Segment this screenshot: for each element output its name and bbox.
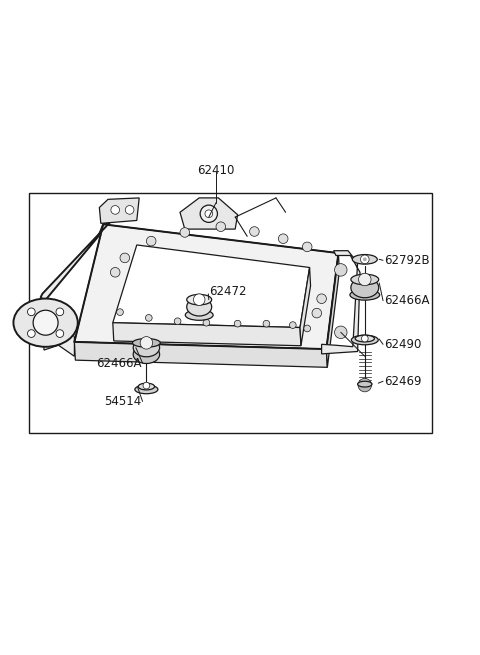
Circle shape — [111, 206, 120, 214]
Polygon shape — [74, 224, 338, 349]
Text: 62466A: 62466A — [384, 294, 430, 307]
Text: 62792B: 62792B — [384, 253, 430, 267]
Ellipse shape — [135, 385, 158, 394]
Circle shape — [234, 320, 241, 327]
Circle shape — [174, 318, 181, 325]
Circle shape — [203, 320, 210, 326]
Circle shape — [361, 335, 368, 342]
Text: 62410: 62410 — [197, 164, 235, 177]
Ellipse shape — [355, 335, 374, 342]
Circle shape — [360, 255, 369, 264]
Circle shape — [263, 320, 270, 327]
Circle shape — [200, 205, 217, 223]
Circle shape — [110, 267, 120, 277]
Polygon shape — [113, 245, 310, 328]
Text: 62469: 62469 — [384, 375, 421, 388]
Circle shape — [193, 294, 205, 305]
Polygon shape — [113, 323, 301, 346]
Circle shape — [56, 308, 64, 316]
Circle shape — [143, 383, 150, 389]
Circle shape — [335, 264, 347, 276]
Circle shape — [56, 329, 64, 337]
Circle shape — [27, 329, 35, 337]
Ellipse shape — [352, 255, 377, 264]
Circle shape — [359, 273, 371, 286]
Circle shape — [312, 309, 322, 318]
Text: 54514: 54514 — [104, 395, 142, 408]
Polygon shape — [74, 342, 327, 367]
Ellipse shape — [138, 383, 155, 390]
Ellipse shape — [13, 299, 78, 346]
Circle shape — [125, 206, 134, 214]
Ellipse shape — [133, 345, 159, 364]
Polygon shape — [41, 222, 110, 302]
Circle shape — [120, 253, 130, 263]
Circle shape — [317, 294, 326, 303]
Ellipse shape — [185, 310, 213, 320]
Polygon shape — [99, 198, 139, 223]
Circle shape — [302, 242, 312, 252]
Circle shape — [216, 222, 226, 231]
Circle shape — [140, 337, 153, 349]
Polygon shape — [322, 251, 360, 354]
Circle shape — [304, 325, 311, 332]
Ellipse shape — [351, 274, 379, 285]
Polygon shape — [300, 267, 311, 346]
Circle shape — [205, 210, 213, 217]
Text: 62472: 62472 — [209, 286, 246, 299]
Circle shape — [358, 379, 372, 392]
Ellipse shape — [358, 381, 372, 387]
Text: 62490: 62490 — [384, 338, 421, 351]
Ellipse shape — [187, 294, 212, 305]
Circle shape — [363, 257, 367, 261]
Circle shape — [289, 322, 296, 328]
Circle shape — [117, 309, 123, 316]
Circle shape — [335, 326, 347, 339]
Circle shape — [145, 314, 152, 321]
Circle shape — [27, 308, 35, 316]
Polygon shape — [42, 300, 74, 356]
Polygon shape — [180, 198, 238, 229]
Ellipse shape — [132, 339, 160, 347]
Circle shape — [250, 227, 259, 236]
Polygon shape — [326, 253, 339, 367]
Bar — [29, 193, 432, 433]
Circle shape — [278, 234, 288, 244]
Ellipse shape — [351, 278, 379, 298]
Circle shape — [33, 310, 58, 335]
Text: 62466A: 62466A — [96, 356, 142, 369]
Circle shape — [180, 228, 190, 237]
Ellipse shape — [351, 335, 378, 345]
Ellipse shape — [187, 298, 212, 316]
Circle shape — [146, 236, 156, 246]
Ellipse shape — [133, 339, 159, 357]
Ellipse shape — [350, 290, 380, 300]
